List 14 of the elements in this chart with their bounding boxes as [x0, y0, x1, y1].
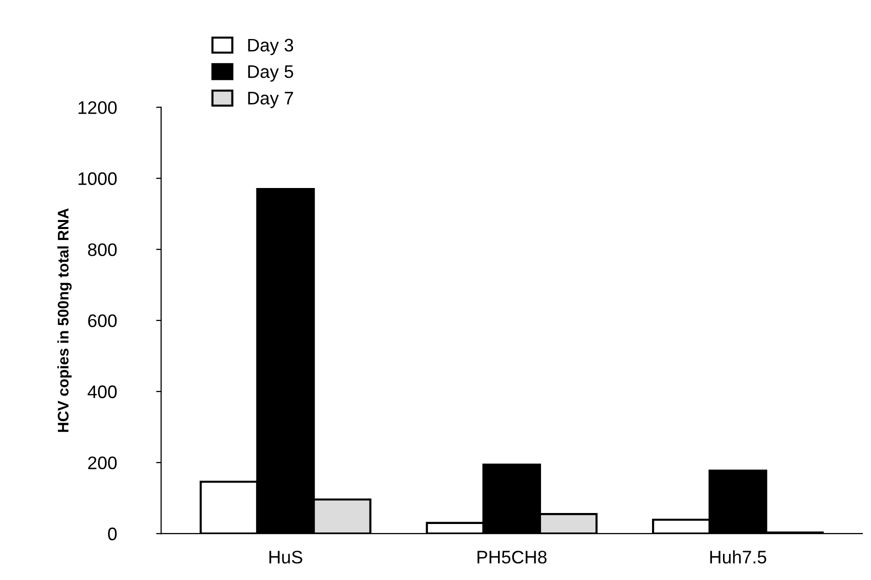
y-tick-label: 1000 — [78, 172, 117, 186]
x-tick-label: Huh7.5 — [710, 550, 766, 564]
y-tick-label: 400 — [88, 385, 117, 398]
y-tick-label: 600 — [88, 314, 117, 328]
legend-label: Day 5 — [248, 65, 294, 82]
y-tick-label: 800 — [88, 243, 117, 256]
y-tick-label: 1200 — [78, 101, 117, 114]
x-tick-label: HuS — [269, 550, 302, 564]
legend-label: Day 3 — [248, 38, 294, 56]
legend-label: Day 7 — [248, 92, 294, 108]
y-axis-title: HCV copies in 500ng total RNA — [57, 208, 72, 432]
y-tick-label: 200 — [88, 456, 117, 470]
y-tick-label: 0 — [108, 528, 117, 540]
x-tick-label: PH5CH8 — [478, 550, 547, 564]
